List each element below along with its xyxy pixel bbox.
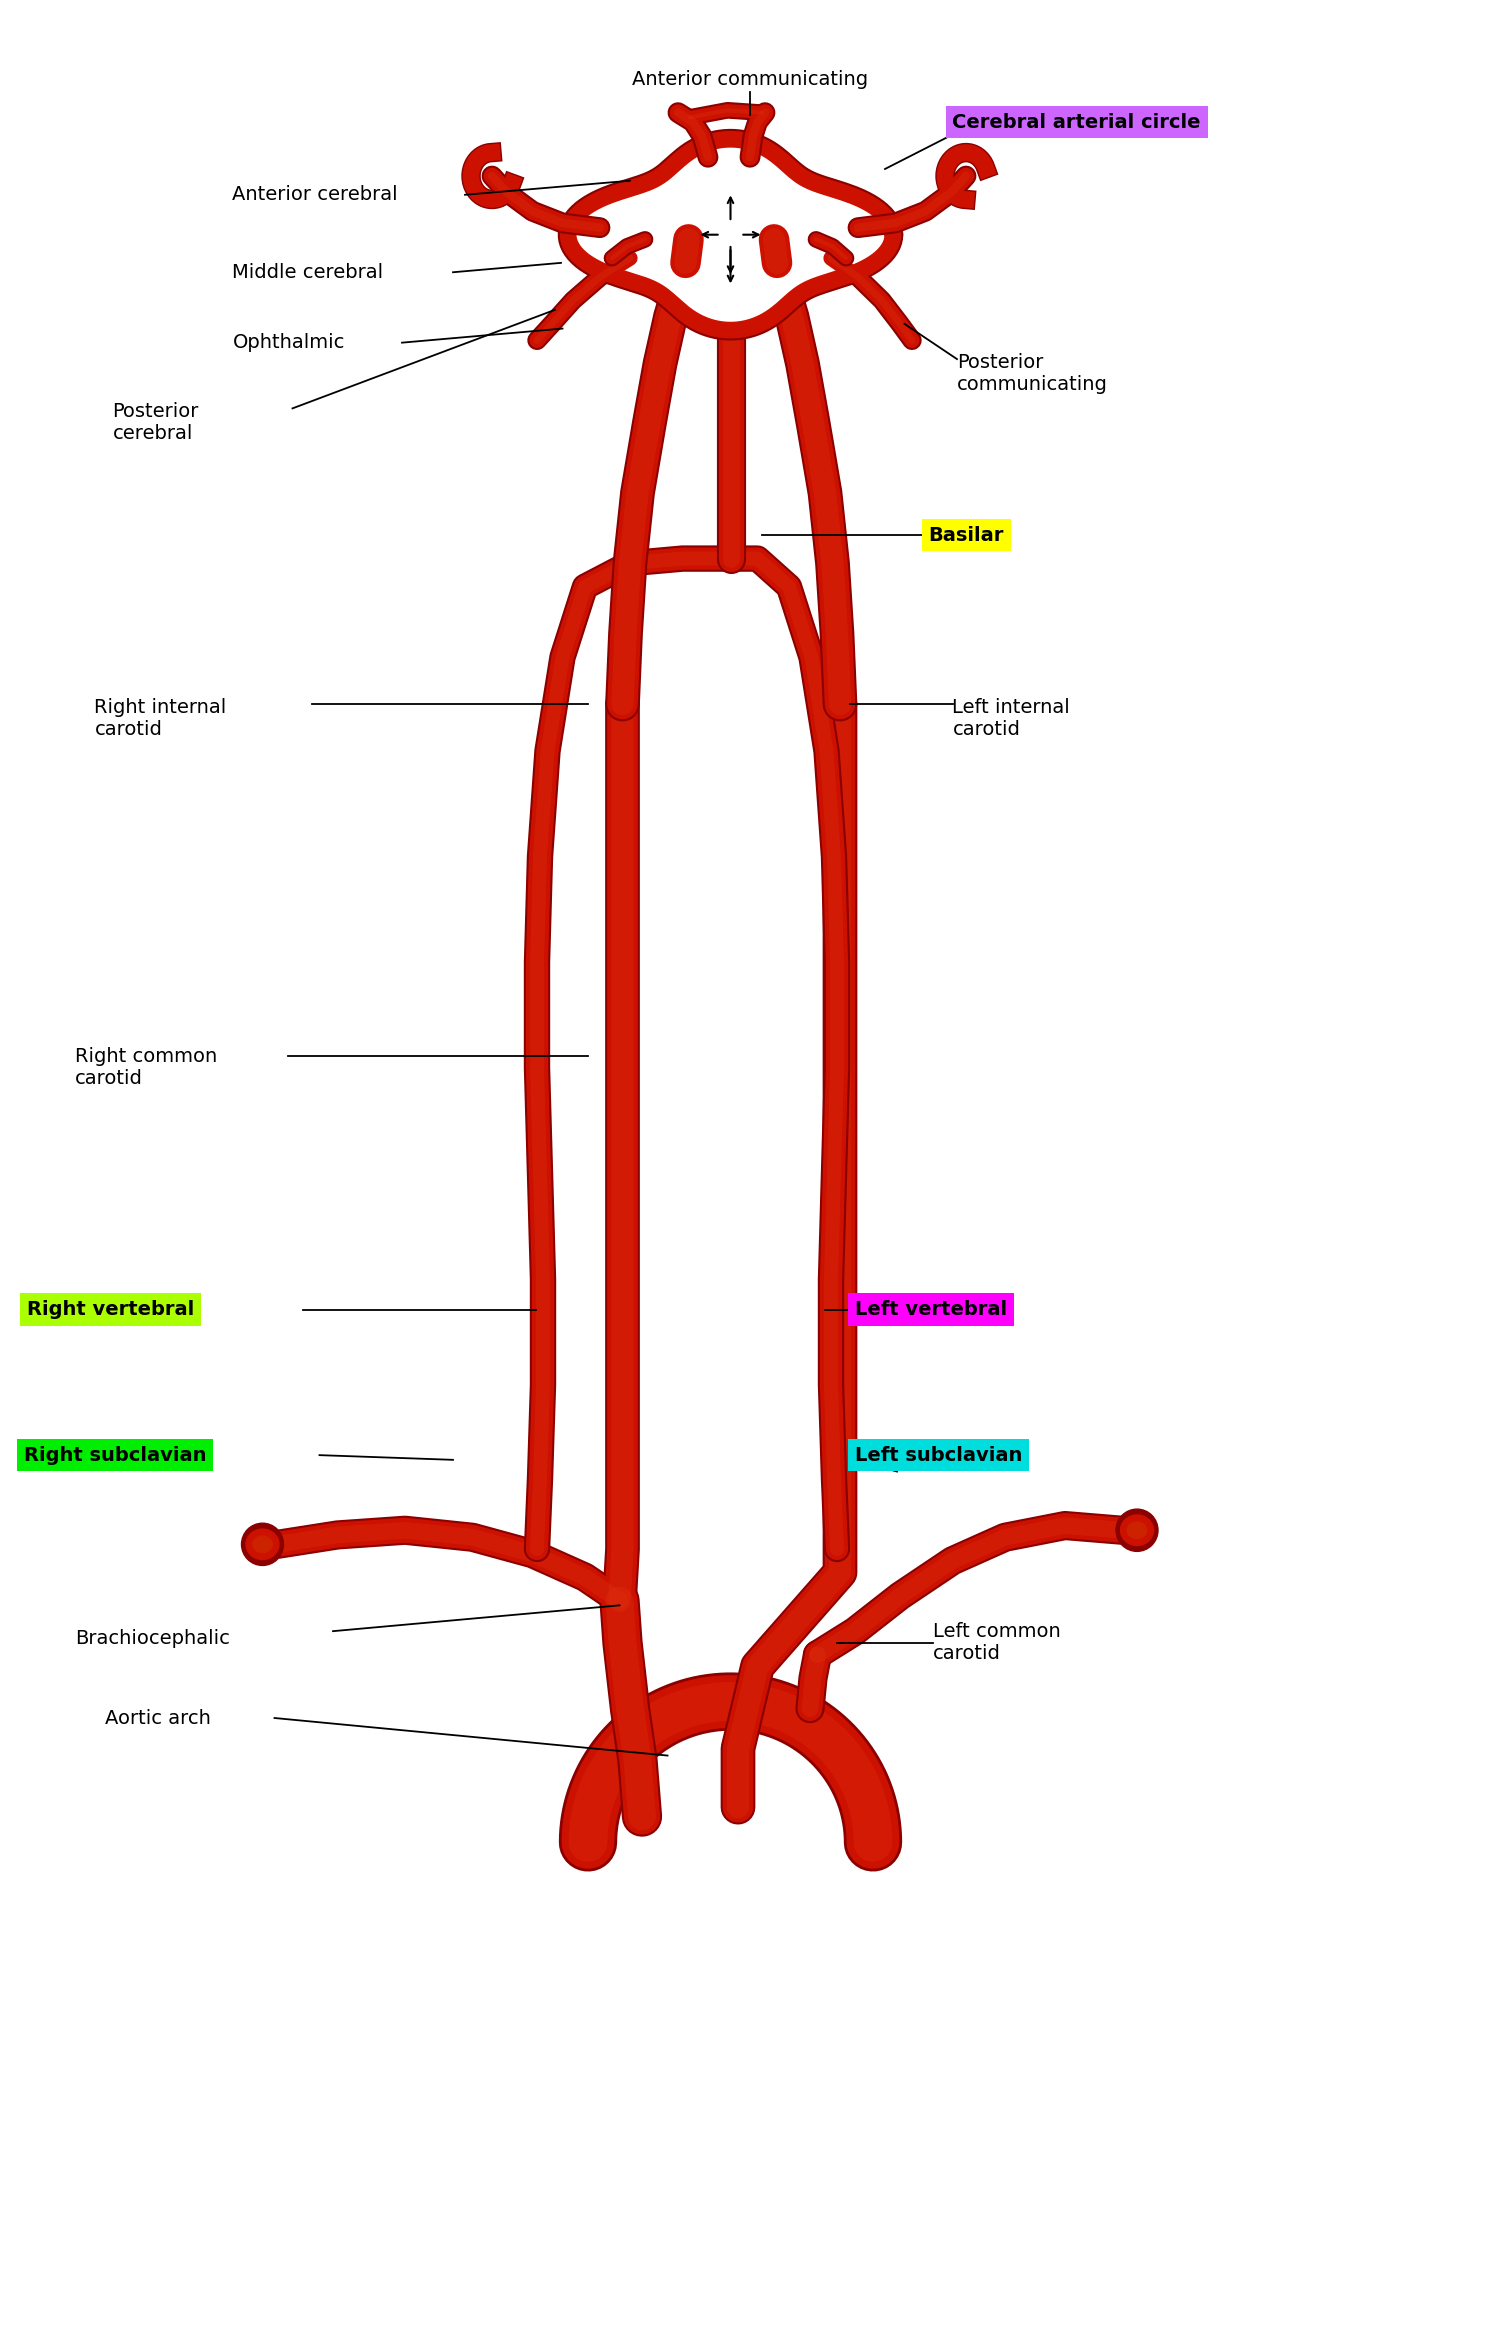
Text: Anterior cerebral: Anterior cerebral	[232, 185, 398, 204]
Text: Right vertebral: Right vertebral	[27, 1300, 195, 1319]
Text: Posterior
cerebral: Posterior cerebral	[112, 401, 200, 444]
Text: Right internal
carotid: Right internal carotid	[94, 697, 226, 739]
Text: Left subclavian: Left subclavian	[855, 1446, 1023, 1465]
Ellipse shape	[246, 1530, 279, 1558]
Text: Right common
carotid: Right common carotid	[75, 1047, 217, 1089]
Text: Anterior communicating: Anterior communicating	[632, 70, 868, 89]
Ellipse shape	[1120, 1516, 1154, 1547]
Text: Aortic arch: Aortic arch	[105, 1709, 212, 1727]
Polygon shape	[568, 138, 892, 331]
Text: Left common
carotid: Left common carotid	[933, 1622, 1060, 1664]
Text: Left internal
carotid: Left internal carotid	[952, 697, 1071, 739]
Text: Cerebral arterial circle: Cerebral arterial circle	[952, 113, 1202, 131]
Text: Middle cerebral: Middle cerebral	[232, 263, 384, 282]
Text: Brachiocephalic: Brachiocephalic	[75, 1629, 230, 1648]
Text: Basilar: Basilar	[928, 526, 1004, 545]
Ellipse shape	[242, 1523, 284, 1565]
Text: Right subclavian: Right subclavian	[24, 1446, 207, 1465]
Text: Left vertebral: Left vertebral	[855, 1300, 1006, 1319]
Ellipse shape	[252, 1535, 273, 1554]
Ellipse shape	[1116, 1509, 1158, 1551]
Text: Ophthalmic: Ophthalmic	[232, 333, 345, 352]
Text: Posterior
communicating: Posterior communicating	[957, 352, 1108, 394]
Ellipse shape	[1128, 1523, 1146, 1540]
